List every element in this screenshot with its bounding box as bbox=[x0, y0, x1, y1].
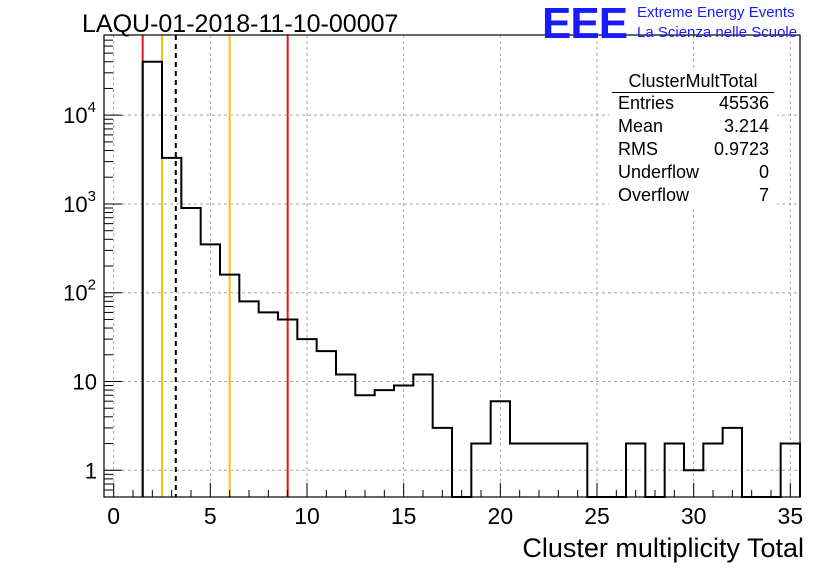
x-tick-label: 0 bbox=[107, 503, 120, 529]
stats-box-divider bbox=[612, 92, 774, 93]
stats-row-underflow: Underflow 0 bbox=[618, 162, 769, 184]
stats-value: 0 bbox=[758, 162, 769, 182]
histogram-bin bbox=[162, 158, 181, 497]
histogram-bin bbox=[510, 444, 529, 497]
stats-row-mean: Mean 3.214 bbox=[618, 116, 769, 138]
stats-label: Mean bbox=[618, 116, 664, 136]
logo-mark: EEE bbox=[542, 0, 628, 48]
logo-line-1: Extreme Energy Events bbox=[637, 4, 795, 21]
x-tick-label: 35 bbox=[778, 503, 804, 529]
y-tick-label: 103 bbox=[63, 188, 96, 217]
stats-label: RMS bbox=[618, 139, 658, 159]
histogram-bin bbox=[529, 444, 548, 497]
histogram-bin bbox=[549, 444, 568, 497]
y-tick-label: 104 bbox=[63, 99, 96, 128]
x-tick-label: 5 bbox=[204, 503, 217, 529]
stats-label: Overflow bbox=[618, 185, 690, 205]
stats-label: Underflow bbox=[618, 162, 700, 182]
histogram-bin bbox=[143, 62, 162, 497]
chart-title: LAQU-01-2018-11-10-00007 bbox=[82, 10, 399, 38]
histogram-bin bbox=[413, 374, 432, 497]
histogram-bin bbox=[375, 390, 394, 497]
stats-value: 45536 bbox=[718, 93, 769, 113]
stats-value: 3.214 bbox=[723, 116, 769, 136]
histogram-bin bbox=[181, 208, 200, 497]
stats-value: 0.9723 bbox=[713, 139, 769, 159]
y-tick-label: 1 bbox=[85, 458, 97, 483]
histogram-bin bbox=[336, 374, 355, 497]
histogram-bin bbox=[723, 428, 742, 497]
histogram-bin bbox=[239, 301, 258, 497]
logo-line-2: La Scienza nelle Scuole bbox=[637, 24, 798, 41]
histogram-bin bbox=[220, 275, 239, 497]
histogram-bin bbox=[317, 351, 336, 497]
x-tick-label: 15 bbox=[391, 503, 417, 529]
histogram-bin bbox=[703, 444, 722, 497]
histogram-bin bbox=[568, 444, 587, 497]
histogram-bin bbox=[626, 444, 645, 497]
x-tick-label: 25 bbox=[584, 503, 610, 529]
stats-row-overflow: Overflow 7 bbox=[618, 185, 769, 207]
x-tick-label: 10 bbox=[294, 503, 320, 529]
histogram-bin bbox=[491, 401, 510, 497]
histogram-bin bbox=[433, 428, 452, 497]
x-tick-label: 30 bbox=[681, 503, 707, 529]
x-axis-label: Cluster multiplicity Total bbox=[522, 533, 804, 563]
histogram-bin bbox=[259, 312, 278, 497]
y-tick-label: 102 bbox=[63, 277, 96, 306]
stats-value: 7 bbox=[758, 185, 769, 205]
histogram-bin bbox=[355, 395, 374, 497]
histogram-bin bbox=[201, 244, 220, 497]
histogram-bin bbox=[665, 444, 684, 497]
histogram-outline bbox=[141, 60, 801, 498]
stats-box-title: ClusterMultTotal bbox=[628, 71, 758, 91]
histogram-bin bbox=[278, 319, 297, 497]
histogram-bin bbox=[394, 386, 413, 497]
histogram-bin bbox=[471, 444, 490, 497]
histogram-bin bbox=[297, 339, 316, 497]
x-tick-label: 20 bbox=[488, 503, 514, 529]
stats-label: Entries bbox=[618, 93, 675, 113]
y-tick-label: 10 bbox=[73, 370, 97, 395]
stats-box: ClusterMultTotal Entries 45536 Mean 3.21… bbox=[609, 71, 777, 208]
stats-row-rms: RMS 0.9723 bbox=[618, 139, 769, 161]
stats-row-entries: Entries 45536 bbox=[618, 93, 769, 115]
